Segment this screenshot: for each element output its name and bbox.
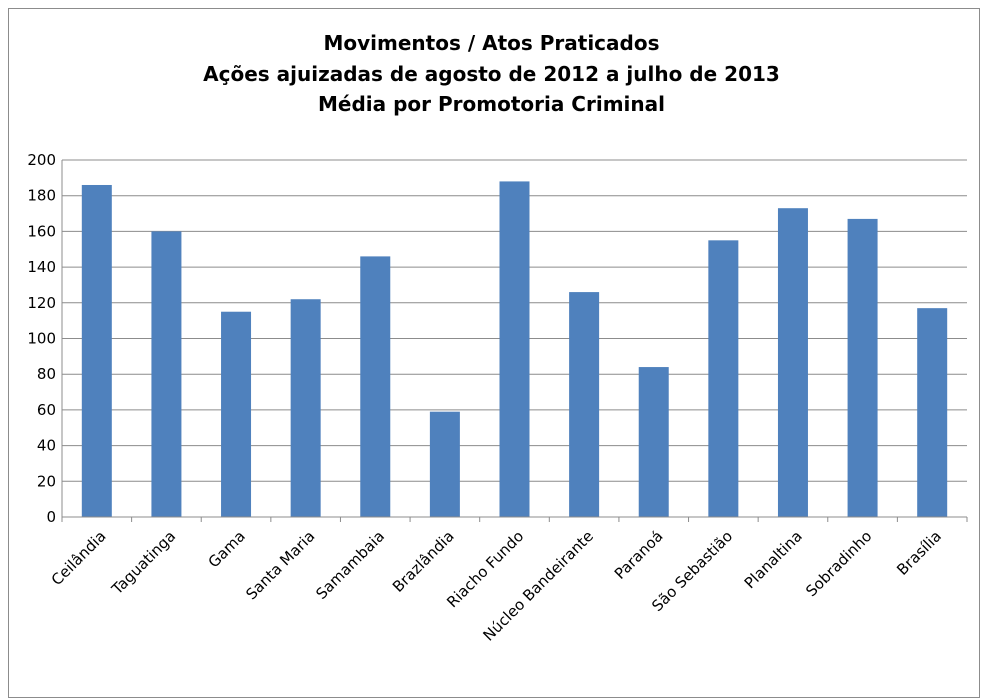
- bar-6: [499, 181, 530, 518]
- chart-title-line-2: Ações ajuizadas de agosto de 2012 a julh…: [203, 61, 780, 86]
- y-tick-label-160: 160: [27, 222, 56, 240]
- x-category-label-11: Sobradinho: [802, 527, 875, 600]
- chart-title: Movimentos / Atos Praticados Ações ajuiz…: [0, 28, 983, 120]
- bar-3: [290, 299, 321, 517]
- x-category-label-4: Samambaia: [312, 527, 388, 603]
- x-category-label-2: Gama: [205, 527, 249, 571]
- y-tick-label-120: 120: [27, 294, 56, 312]
- x-category-label-0: Ceilândia: [48, 527, 110, 589]
- chart-title-line-1: Movimentos / Atos Praticados: [323, 31, 660, 55]
- bar-0: [81, 184, 112, 518]
- y-tick-labels: 0 20 40 60 80 100 120 140 160 180 200: [27, 151, 56, 526]
- bar-9: [708, 240, 739, 517]
- bar-2: [221, 311, 252, 517]
- bar-12: [917, 308, 948, 517]
- x-category-label-1: Taguatinga: [108, 527, 180, 599]
- y-tick-label-60: 60: [37, 401, 56, 419]
- y-tick-label-200: 200: [27, 151, 56, 169]
- bar-1: [151, 231, 182, 517]
- chart-title-line-3: Média por Promotoria Criminal: [318, 92, 665, 116]
- y-tick-label-180: 180: [27, 187, 56, 205]
- x-category-label-10: Planaltina: [741, 527, 806, 592]
- x-category-label-12: Brasília: [893, 527, 945, 579]
- y-tick-label-20: 20: [37, 472, 56, 490]
- bar-7: [569, 292, 600, 517]
- bar-4: [360, 256, 391, 517]
- bar-11: [847, 218, 878, 517]
- bar-10: [777, 208, 808, 517]
- x-category-label-5: Brazlândia: [389, 527, 458, 596]
- x-category-label-3: Santa Maria: [242, 527, 318, 603]
- bars: [81, 181, 948, 518]
- y-tick-label-40: 40: [37, 437, 56, 455]
- bar-8: [638, 367, 669, 517]
- y-tick-label-140: 140: [27, 258, 56, 276]
- y-tick-label-100: 100: [27, 330, 56, 348]
- axes: [61, 160, 968, 522]
- bar-chart: 0 20 40 60 80 100 120 140 160 180 200 CeilândiaTag…: [27, 151, 968, 645]
- bar-5: [429, 411, 460, 517]
- y-tick-label-0: 0: [46, 508, 56, 526]
- y-tick-label-80: 80: [37, 365, 56, 383]
- x-category-label-8: Paranoá: [611, 527, 667, 583]
